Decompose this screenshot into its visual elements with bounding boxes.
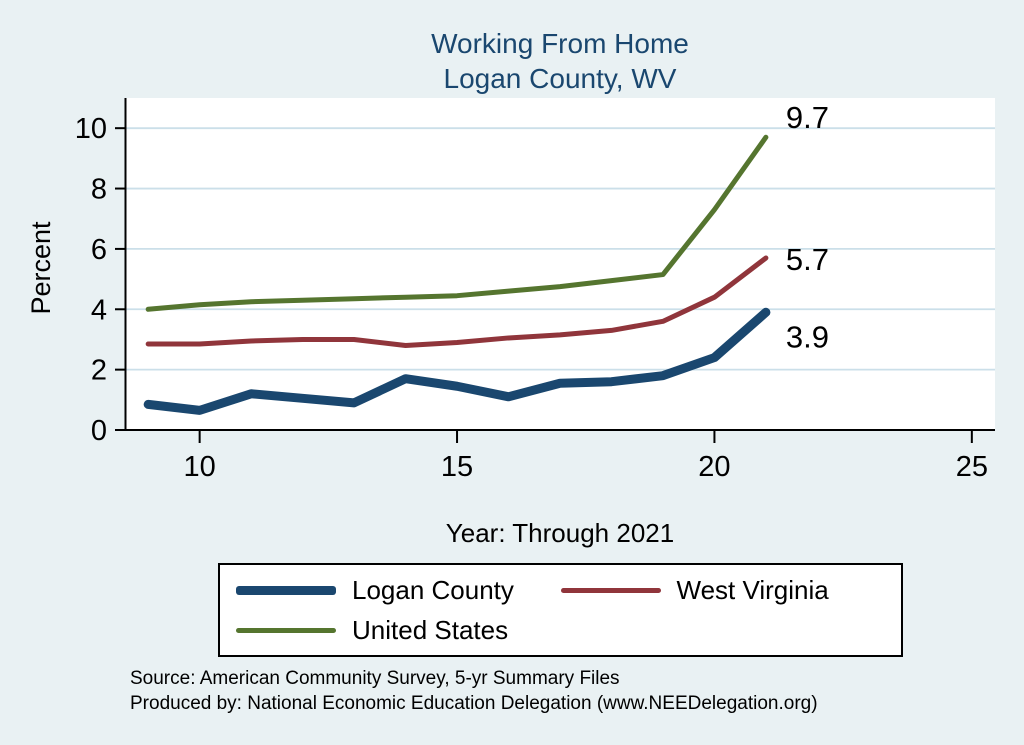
legend-item-west-virginia: West Virginia xyxy=(560,574,886,606)
y-tick-label-4: 4 xyxy=(91,294,107,326)
source-note: Source: American Community Survey, 5-yr … xyxy=(130,668,620,689)
x-axis-title: Year: Through 2021 xyxy=(445,518,675,548)
legend-item-united-states: United States xyxy=(236,614,561,646)
y-tick-label-0: 0 xyxy=(91,415,107,447)
x-tick-label-15: 15 xyxy=(441,451,473,483)
end-label-west-virginia: 5.7 xyxy=(786,242,829,277)
legend-label-west-virginia: West Virginia xyxy=(676,575,829,605)
chart-title-line2: Logan County, WV xyxy=(443,63,677,94)
x-tick-label-10: 10 xyxy=(184,451,216,483)
series-line-west-virginia xyxy=(145,255,769,348)
plot-area: 0 2 4 6 8 10 10 15 20 25 3.9 5.7 9.7 xyxy=(75,98,995,483)
chart-title: Working From Home Logan County, WV xyxy=(125,26,995,96)
series-line-united-states xyxy=(145,134,769,312)
legend-swatch-west-virginia xyxy=(560,587,661,593)
y-tick-label-2: 2 xyxy=(91,355,107,387)
legend-swatch-united-states xyxy=(236,627,336,633)
y-tick-label-6: 6 xyxy=(91,234,107,266)
x-tick-label-20: 20 xyxy=(698,451,730,483)
source-notes: Source: American Community Survey, 5-yr … xyxy=(130,666,818,716)
y-axis-title: Percent xyxy=(26,221,56,315)
end-label-united-states: 9.7 xyxy=(786,100,829,135)
legend: Logan County West Virginia United States xyxy=(218,563,903,657)
legend-swatch-logan-county xyxy=(236,585,336,595)
legend-label-united-states: United States xyxy=(352,615,509,645)
y-tick-label-10: 10 xyxy=(75,113,107,145)
series-line-logan-county xyxy=(143,307,771,415)
legend-item-logan-county: Logan County xyxy=(236,574,561,606)
chart-title-line1: Working From Home xyxy=(431,28,689,59)
plot-background xyxy=(125,98,995,430)
end-label-logan-county: 3.9 xyxy=(786,319,829,354)
producer-note: Produced by: National Economic Education… xyxy=(130,693,818,714)
y-tick-label-8: 8 xyxy=(91,174,107,206)
x-tick-label-25: 25 xyxy=(956,451,988,483)
legend-label-logan-county: Logan County xyxy=(352,575,514,605)
